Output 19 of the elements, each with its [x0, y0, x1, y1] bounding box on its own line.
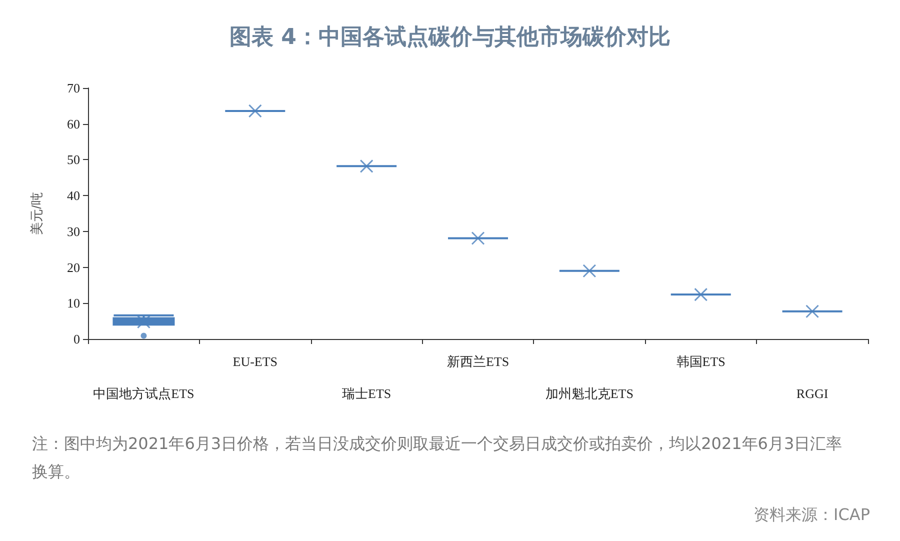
- y-tick-label: 20: [67, 260, 80, 275]
- x-tick-label: RGGI: [796, 386, 828, 401]
- y-tick-label: 60: [67, 116, 80, 132]
- x-tick-label: 瑞士ETS: [342, 386, 392, 401]
- x-tick-label: 新西兰ETS: [446, 354, 510, 369]
- y-tick-label: 30: [67, 224, 80, 239]
- text: 注：图中均为2021年6月3日价格，若当日没成交价则取最近一个交易日成交价或拍卖价，均以2021年6月3日汇率换算。: [32, 433, 844, 483]
- y-axis-title: 美元/吨: [29, 192, 44, 235]
- text: 资料来源：ICAP: [754, 505, 870, 526]
- y-tick-label: 10: [67, 296, 80, 311]
- y-tick-label: 0: [74, 332, 80, 346]
- y-tick-label: 50: [67, 152, 80, 168]
- x-tick-label: 加州魁北克ETS: [545, 386, 634, 401]
- x-tick-label: 中国地方试点ETS: [93, 386, 194, 401]
- x-tick-label: 韩国ETS: [676, 354, 726, 369]
- chart-title: 图表 4：中国各试点碳价与其他市场碳价对比: [228, 24, 672, 52]
- x-tick-label: EU-ETS: [232, 354, 278, 369]
- y-tick-label: 70: [67, 80, 80, 96]
- y-tick-label: 40: [67, 188, 80, 204]
